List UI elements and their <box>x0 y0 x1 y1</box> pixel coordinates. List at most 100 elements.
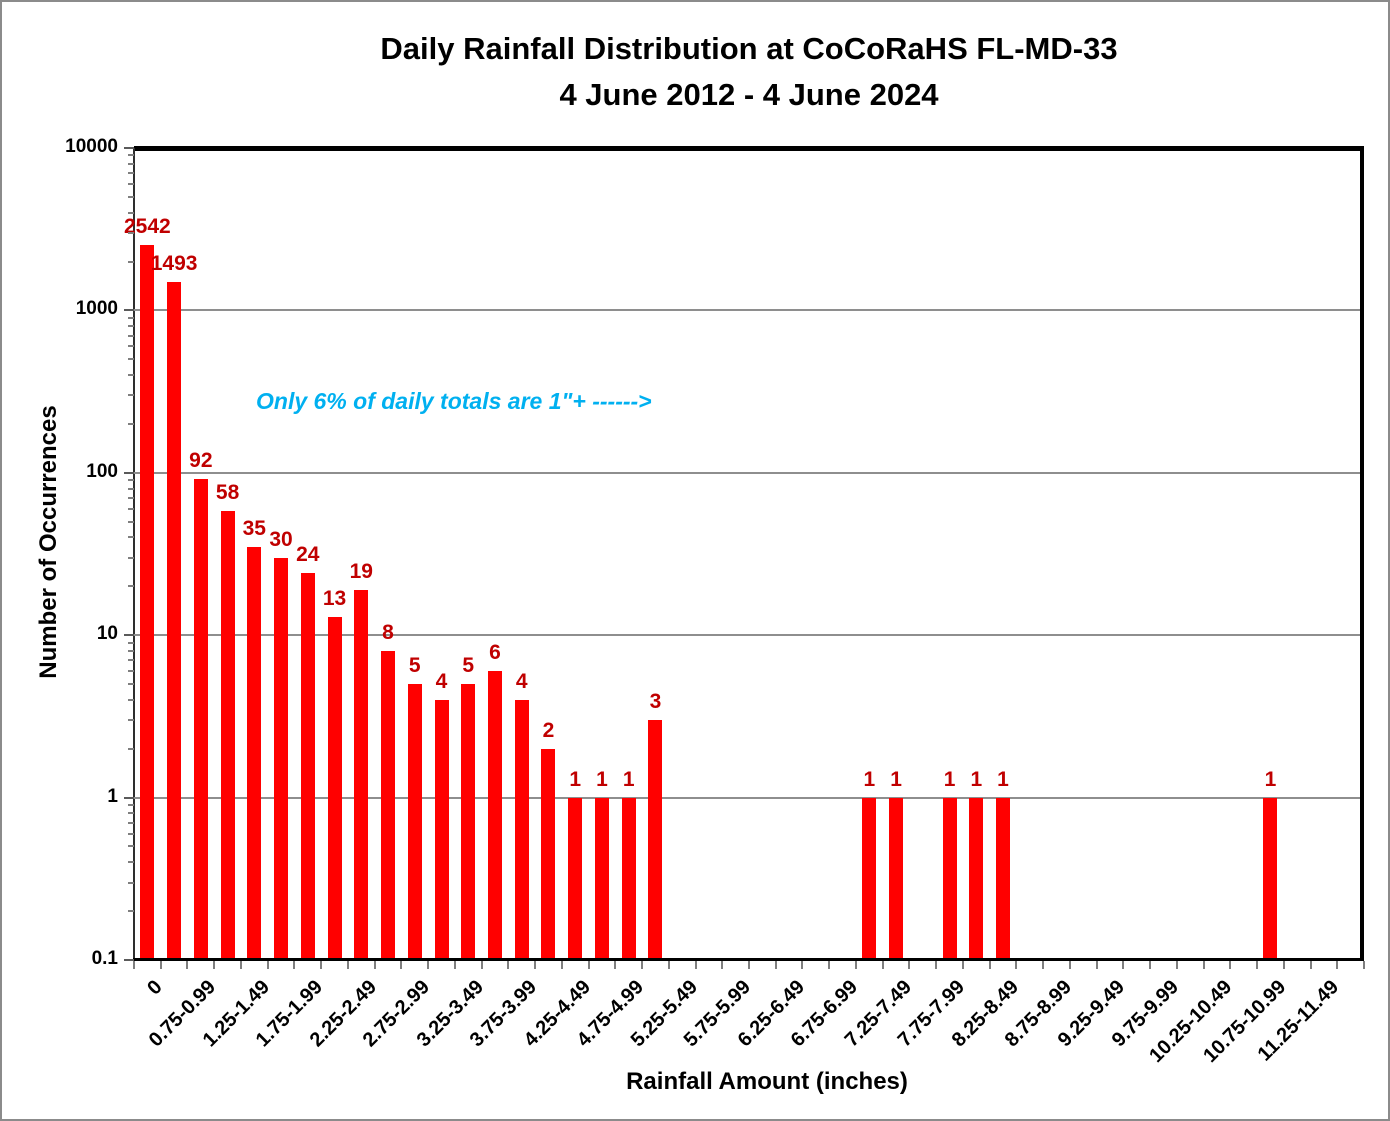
y-axis-minor-tick <box>128 812 134 815</box>
y-axis-minor-tick <box>128 698 134 701</box>
bar <box>621 797 636 958</box>
y-axis-minor-tick <box>128 881 134 884</box>
y-axis-minor-tick <box>128 172 134 175</box>
y-axis-tick-label: 10 <box>96 623 118 645</box>
bar-value-label: 13 <box>322 586 347 610</box>
x-axis-tick <box>1202 961 1205 969</box>
bar <box>140 244 155 958</box>
x-axis-tick <box>1229 961 1232 969</box>
x-axis-tick <box>1309 961 1312 969</box>
bar-value-label: 3 <box>649 690 662 714</box>
x-axis-tick <box>560 961 563 969</box>
x-axis-tick <box>213 961 216 969</box>
bar <box>942 797 957 958</box>
x-axis-tick <box>1175 961 1178 969</box>
chart-title-line-1: Daily Rainfall Distribution at CoCoRaHS … <box>380 31 1118 66</box>
bar-value-label: 1 <box>863 767 876 791</box>
y-axis-minor-tick <box>128 641 134 644</box>
y-axis-major-tick <box>124 147 134 149</box>
bar <box>354 589 369 958</box>
x-axis-tick <box>1042 961 1045 969</box>
y-axis-minor-tick <box>128 211 134 214</box>
bar <box>193 478 208 958</box>
y-axis-minor-tick <box>128 195 134 198</box>
bar <box>300 573 315 958</box>
y-axis-minor-tick <box>128 394 134 397</box>
bar-value-label: 1 <box>596 767 608 791</box>
x-axis-tick <box>1122 961 1125 969</box>
x-axis-tick <box>587 961 590 969</box>
bar-value-label: 4 <box>435 669 448 693</box>
y-axis-minor-tick <box>128 821 134 824</box>
y-axis-tick-label: 10000 <box>65 136 118 157</box>
bar-value-label: 1 <box>943 767 956 791</box>
bar-value-label: 1493 <box>150 252 198 276</box>
x-axis-tick <box>801 961 804 969</box>
y-axis-minor-tick <box>128 507 134 510</box>
bar <box>1263 797 1278 958</box>
x-axis-tick <box>667 961 670 969</box>
y-axis-tick-label: 1000 <box>75 298 118 320</box>
x-axis-tick <box>266 961 269 969</box>
y-axis-minor-tick <box>128 487 134 490</box>
y-axis-tick-label: 1 <box>107 785 118 807</box>
bar <box>274 557 289 958</box>
x-axis-tick <box>1068 961 1071 969</box>
bar-value-label: 2 <box>542 718 555 742</box>
x-axis-tick <box>721 961 724 969</box>
y-axis-minor-tick <box>128 260 134 263</box>
x-axis-tick <box>453 961 456 969</box>
bar <box>541 748 556 958</box>
bar-value-label: 58 <box>215 481 240 505</box>
bar-value-label: 92 <box>189 448 213 472</box>
bar-value-label: 5 <box>462 654 475 678</box>
bar-value-label: 6 <box>489 641 501 665</box>
bar-value-label: 1 <box>1264 767 1277 791</box>
y-axis-major-tick <box>124 796 134 799</box>
bar <box>648 720 663 958</box>
y-axis-minor-tick <box>128 345 134 348</box>
bar <box>167 282 182 958</box>
bar <box>594 797 609 958</box>
bar-value-label: 5 <box>408 654 421 678</box>
x-axis-tick <box>774 961 777 969</box>
y-axis-minor-tick <box>128 832 134 835</box>
bar-value-label: 24 <box>296 543 320 567</box>
y-gridline <box>134 796 1360 799</box>
x-axis-tick <box>1015 961 1018 969</box>
y-axis-major-tick <box>124 309 134 312</box>
bar-value-label: 8 <box>382 620 394 644</box>
y-axis-minor-tick <box>128 422 134 425</box>
y-axis-tick-label: 0.1 <box>91 948 118 969</box>
chart-title: Daily Rainfall Distribution at CoCoRaHS … <box>134 26 1364 118</box>
y-axis-minor-tick <box>128 231 134 234</box>
y-axis-minor-tick <box>128 804 134 807</box>
plot-border-top <box>134 146 1364 151</box>
x-axis-tick <box>748 961 750 969</box>
y-axis-minor-tick <box>128 183 134 186</box>
bar <box>381 650 396 958</box>
bar <box>996 797 1011 958</box>
x-axis-tick <box>614 961 617 969</box>
x-axis-tick <box>1282 961 1285 969</box>
y-axis-minor-tick <box>128 719 134 722</box>
y-axis-minor-tick <box>128 520 134 523</box>
bar-value-label: 1 <box>890 767 902 791</box>
x-axis-title: Rainfall Amount (inches) <box>626 1068 908 1095</box>
y-axis-minor-tick <box>128 536 134 539</box>
x-axis-line <box>133 958 1364 961</box>
plot-border-right <box>1360 146 1364 961</box>
y-axis-minor-tick <box>128 845 134 848</box>
x-axis-tick <box>400 961 403 969</box>
x-axis-tick-label: 0 <box>143 976 167 1000</box>
x-axis-tick <box>1256 961 1259 969</box>
x-axis-tick <box>908 961 911 969</box>
bar-value-label: 1 <box>622 767 635 791</box>
y-axis-minor-tick <box>128 861 134 864</box>
bar-value-label: 35 <box>242 516 266 540</box>
bar <box>487 671 502 958</box>
bar <box>220 511 235 958</box>
y-axis-minor-tick <box>128 556 134 559</box>
x-axis-tick <box>641 961 644 969</box>
